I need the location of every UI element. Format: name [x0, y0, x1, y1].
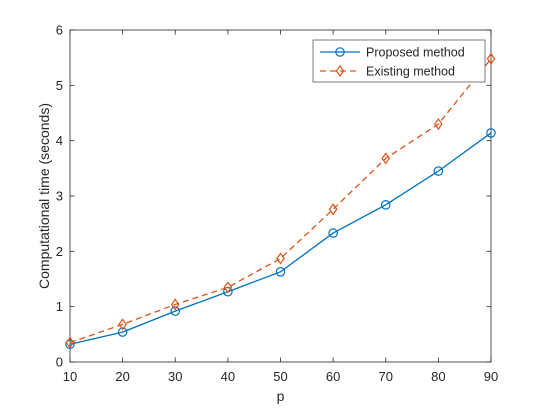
- y-tick-label: 2: [56, 244, 63, 259]
- y-axis-label: Computational time (seconds): [36, 103, 52, 289]
- legend-marker: [335, 47, 345, 57]
- data-point-marker: [486, 52, 496, 65]
- data-point-marker: [434, 118, 443, 131]
- axis-ticks: 10 20 30 40 50 60 70 80 90 0 1 2 3 4 5 6: [56, 23, 498, 385]
- legend-label: Proposed method: [366, 46, 465, 60]
- legend-marker: [335, 64, 345, 78]
- series-line: [69, 58, 492, 344]
- legend: Proposed method Existing method: [312, 39, 486, 83]
- x-tick-label: 20: [115, 369, 129, 384]
- x-tick-label: 40: [221, 369, 235, 384]
- series-lines: [65, 52, 496, 350]
- data-point-marker: [170, 298, 180, 311]
- x-tick-label: 70: [379, 369, 393, 384]
- y-tick-label: 4: [56, 133, 63, 148]
- data-point-marker: [275, 267, 286, 277]
- y-tick-label: 6: [56, 23, 63, 38]
- plot-area: [69, 29, 492, 363]
- data-point-marker: [223, 286, 233, 297]
- data-point-marker: [170, 306, 181, 316]
- x-tick-label: 30: [168, 369, 182, 384]
- x-tick-label: 60: [326, 369, 340, 384]
- data-point-marker: [380, 200, 391, 210]
- data-point-marker: [433, 166, 444, 176]
- legend-box: [312, 39, 486, 83]
- x-axis-label: p: [277, 388, 285, 404]
- series-line: [69, 132, 492, 345]
- legend-entry: Proposed method: [320, 46, 465, 60]
- legend-label: Existing method: [366, 65, 455, 79]
- series-1: [65, 128, 496, 350]
- series-2: [65, 52, 496, 349]
- y-tick-label: 1: [56, 299, 63, 314]
- data-point-marker: [486, 128, 496, 138]
- y-tick-label: 0: [56, 355, 63, 370]
- x-tick-label: 10: [63, 369, 77, 384]
- x-tick-label: 50: [273, 369, 287, 384]
- y-tick-label: 5: [56, 78, 63, 93]
- data-point-marker: [381, 152, 391, 165]
- data-point-marker: [223, 281, 233, 294]
- data-point-marker: [118, 318, 127, 331]
- data-point-marker: [65, 336, 75, 349]
- data-point-marker: [117, 327, 128, 337]
- legend-entry: Existing method: [320, 65, 455, 79]
- data-point-marker: [276, 252, 285, 265]
- y-tick-label: 3: [56, 189, 63, 204]
- data-point-marker: [328, 228, 338, 238]
- data-point-marker: [328, 203, 338, 216]
- x-tick-label: 80: [431, 369, 445, 384]
- x-tick-label: 90: [484, 369, 498, 384]
